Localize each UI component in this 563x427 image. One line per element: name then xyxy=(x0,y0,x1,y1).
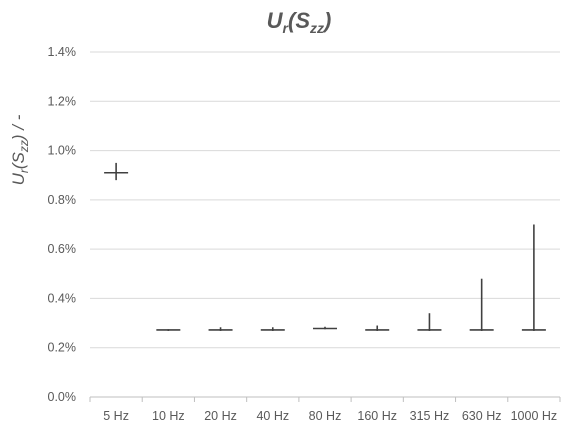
y-tick-label: 1.2% xyxy=(48,94,77,108)
data-point xyxy=(313,326,337,330)
y-tick-label: 0.2% xyxy=(48,341,77,355)
data-point xyxy=(156,329,181,331)
x-tick-label: 5 Hz xyxy=(103,409,129,423)
y-tick-label: 1.0% xyxy=(48,144,77,158)
y-tick-labels: 0.0% 0.2% 0.4% 0.6% 0.8% 1.0% 1.2% 1.4% xyxy=(48,45,77,404)
y-tick-label: 0.0% xyxy=(48,390,77,404)
y-axis-label: Ur(Szz) / - xyxy=(9,114,31,185)
data-point xyxy=(365,325,390,331)
data-point xyxy=(260,327,285,331)
x-tick-labels: 5 Hz 10 Hz 20 Hz 40 Hz 80 Hz 160 Hz 315 Hz 630 … xyxy=(103,409,557,423)
y-tick-label: 0.8% xyxy=(48,193,77,207)
data-point xyxy=(417,313,442,331)
data-point xyxy=(104,162,129,181)
data-point xyxy=(521,224,546,331)
x-tick-label: 315 Hz xyxy=(410,409,450,423)
x-tick-label: 20 Hz xyxy=(204,409,237,423)
data-points xyxy=(104,162,546,331)
x-tick-label: 160 Hz xyxy=(357,409,397,423)
y-tick-label: 0.4% xyxy=(48,291,77,305)
y-tick-label: 0.6% xyxy=(48,242,77,256)
data-point xyxy=(208,327,233,331)
x-tick-label: 630 Hz xyxy=(462,409,502,423)
x-tick-label: 80 Hz xyxy=(309,409,342,423)
chart-title: Ur(Szz) xyxy=(267,8,332,36)
data-point xyxy=(469,278,494,331)
gridlines xyxy=(89,51,561,402)
y-tick-label: 1.4% xyxy=(48,45,77,59)
x-tick-label: 10 Hz xyxy=(152,409,185,423)
x-tick-label: 1000 Hz xyxy=(511,409,558,423)
x-tick-label: 40 Hz xyxy=(256,409,289,423)
